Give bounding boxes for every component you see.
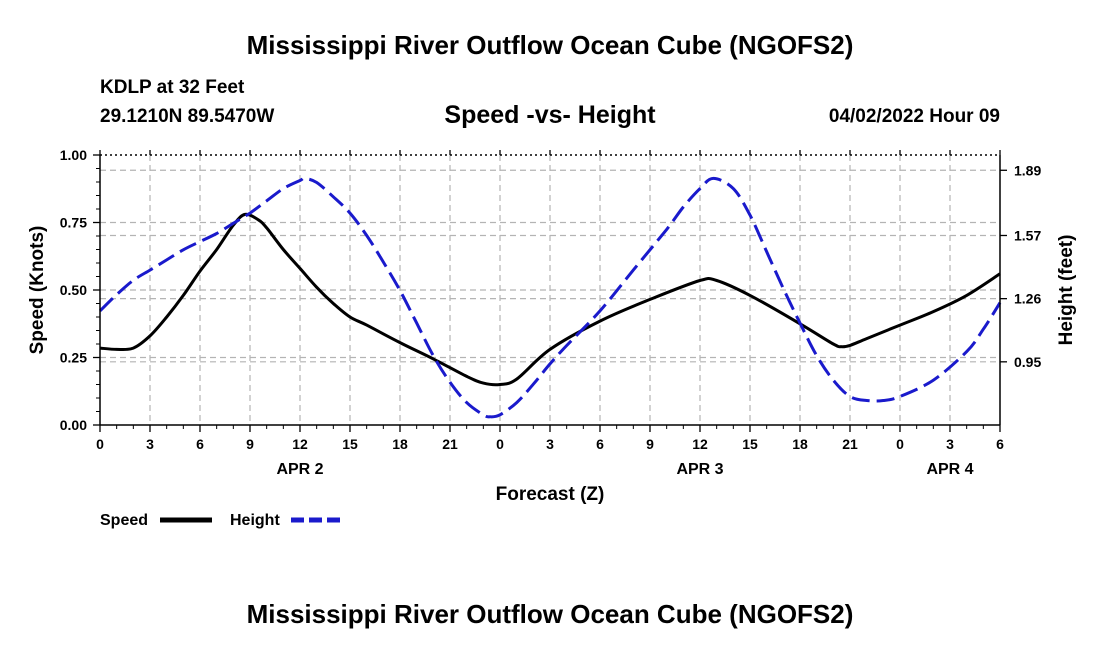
date-label: APR 2 <box>276 461 323 478</box>
axes: 0 3 6 9 12 15 18 21 0 3 6 9 12 15 18 21 0 3 6 0.00 0.25 0.50 0… <box>60 147 1042 478</box>
coordinates-label: 29.1210N 89.5470W <box>100 106 275 127</box>
y-tick-label: 0.75 <box>60 215 87 231</box>
x-tick-label: 15 <box>342 436 358 452</box>
x-tick-label: 6 <box>196 436 204 452</box>
y2-axis-label: Height (feet) <box>1056 235 1077 346</box>
x-tick-label: 6 <box>996 436 1004 452</box>
y2-tick-label: 0.95 <box>1014 354 1041 370</box>
y2-tick-label: 1.26 <box>1014 291 1041 307</box>
x-tick-label: 0 <box>96 436 104 452</box>
speed-height-chart: 0 3 6 9 12 15 18 21 0 3 6 9 12 15 18 21 0 3 6 0.00 0.25 0.50 0… <box>27 147 1077 529</box>
date-label: APR 3 <box>676 461 723 478</box>
height-series-line <box>98 176 1002 419</box>
x-tick-label: 3 <box>546 436 554 452</box>
x-tick-label: 18 <box>392 436 408 452</box>
speed-series-line <box>99 212 1001 387</box>
y-axis-label: Speed (Knots) <box>27 226 48 355</box>
legend-speed-label: Speed <box>100 512 148 529</box>
grid <box>100 155 1000 425</box>
x-tick-label: 21 <box>842 436 858 452</box>
legend: Speed Height <box>100 512 343 529</box>
x-tick-label: 0 <box>496 436 504 452</box>
legend-height-label: Height <box>230 512 280 529</box>
x-axis-label: Forecast (Z) <box>496 484 605 505</box>
y2-tick-label: 1.57 <box>1014 227 1041 243</box>
x-tick-label: 9 <box>246 436 254 452</box>
x-tick-label: 9 <box>646 436 654 452</box>
x-tick-label: 3 <box>146 436 154 452</box>
x-tick-label: 0 <box>896 436 904 452</box>
y-tick-label: 0.25 <box>60 350 87 366</box>
x-tick-label: 18 <box>792 436 808 452</box>
x-tick-label: 6 <box>596 436 604 452</box>
x-tick-label: 12 <box>692 436 708 452</box>
x-tick-label: 12 <box>292 436 308 452</box>
y-tick-label: 0.50 <box>60 282 87 298</box>
x-tick-label: 15 <box>742 436 758 452</box>
chart-title: Speed -vs- Height <box>444 101 656 129</box>
footer-title: Mississippi River Outflow Ocean Cube (NG… <box>246 599 854 629</box>
axis-labels: Speed (Knots) Height (feet) Forecast (Z) <box>27 226 1077 505</box>
series-layer <box>98 176 1002 419</box>
forecast-datetime: 04/02/2022 Hour 09 <box>828 106 1000 127</box>
y-tick-label: 1.00 <box>60 147 87 163</box>
y-tick-label: 0.00 <box>60 417 87 433</box>
date-label: APR 4 <box>926 461 973 478</box>
y2-tick-label: 1.89 <box>1014 162 1041 178</box>
station-label: KDLP at 32 Feet <box>100 77 245 98</box>
x-tick-label: 21 <box>442 436 458 452</box>
x-tick-label: 3 <box>946 436 954 452</box>
page-title: Mississippi River Outflow Ocean Cube (NG… <box>246 30 854 60</box>
